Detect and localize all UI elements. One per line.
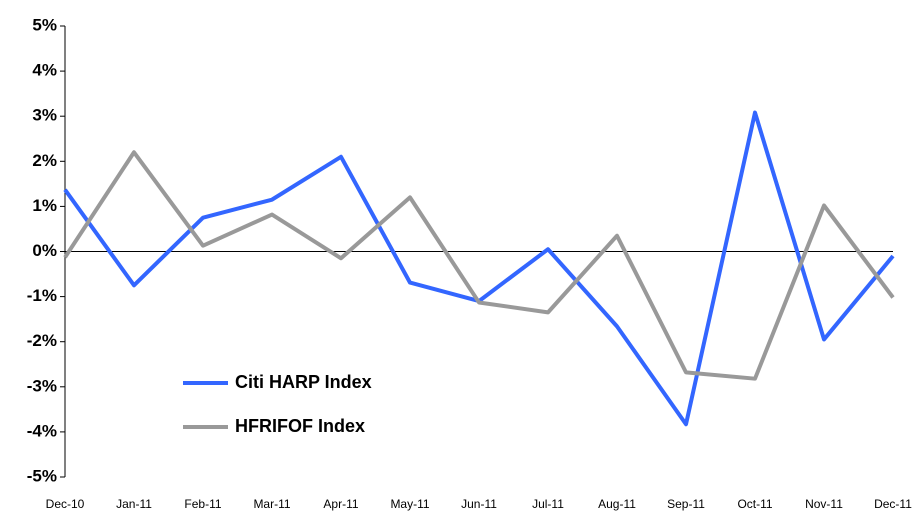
y-tick-label: -5% — [27, 466, 57, 485]
legend-label: HFRIFOF Index — [235, 416, 365, 436]
x-tick-label: Jan-11 — [116, 497, 152, 511]
x-tick-label: May-11 — [390, 497, 429, 511]
y-tick-label: 3% — [32, 106, 57, 125]
y-tick-label: -3% — [27, 376, 57, 395]
x-tick-label: Jul-11 — [532, 497, 564, 511]
x-tick-label: Dec-10 — [46, 497, 85, 511]
y-tick-label: 5% — [32, 15, 57, 34]
series-line — [63, 110, 895, 427]
x-tick-label: Mar-11 — [253, 497, 290, 511]
y-tick-label: -1% — [27, 286, 57, 305]
x-tick-label: Aug-11 — [598, 497, 636, 511]
y-tick-label: -4% — [27, 421, 57, 440]
x-tick-label: Feb-11 — [184, 497, 221, 511]
y-tick-label: 0% — [32, 241, 57, 260]
x-tick-label: Jun-11 — [461, 497, 497, 511]
x-tick-label: Sep-11 — [667, 497, 705, 511]
y-tick-label: 2% — [32, 151, 57, 170]
legend-label: Citi HARP Index — [235, 372, 372, 392]
y-tick-label: 4% — [32, 61, 57, 80]
x-tick-label: Dec-11 — [874, 497, 912, 511]
y-tick-label: -2% — [27, 331, 57, 350]
series-line — [63, 150, 895, 381]
x-tick-label: Apr-11 — [323, 497, 358, 511]
x-tick-label: Oct-11 — [737, 497, 772, 511]
x-tick-label: Nov-11 — [805, 497, 843, 511]
y-tick-label: 1% — [32, 196, 57, 215]
